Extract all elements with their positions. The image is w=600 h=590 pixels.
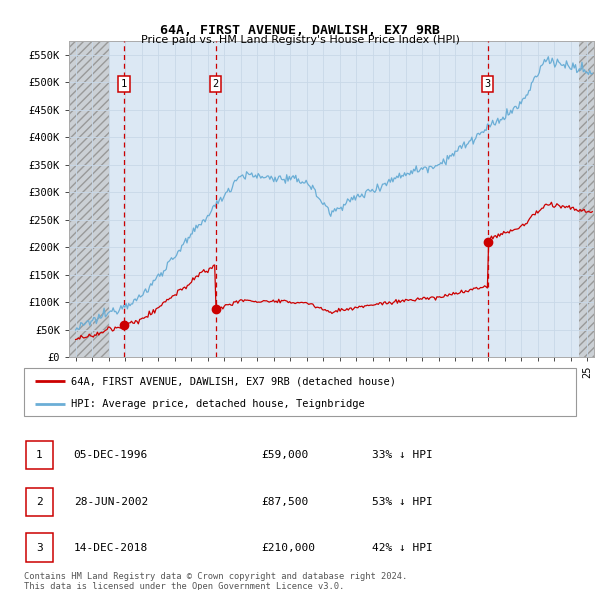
Text: Contains HM Land Registry data © Crown copyright and database right 2024.: Contains HM Land Registry data © Crown c…	[24, 572, 407, 581]
Text: 53% ↓ HPI: 53% ↓ HPI	[372, 497, 433, 507]
Text: 2: 2	[212, 79, 219, 89]
Bar	[579, 41, 594, 357]
Text: 2: 2	[36, 497, 43, 507]
Text: This data is licensed under the Open Government Licence v3.0.: This data is licensed under the Open Gov…	[24, 582, 344, 590]
Text: £87,500: £87,500	[262, 497, 308, 507]
Text: £210,000: £210,000	[262, 543, 316, 552]
Text: 64A, FIRST AVENUE, DAWLISH, EX7 9RB (detached house): 64A, FIRST AVENUE, DAWLISH, EX7 9RB (det…	[71, 376, 396, 386]
Bar	[69, 41, 109, 357]
Text: 3: 3	[484, 79, 491, 89]
Text: 28-JUN-2002: 28-JUN-2002	[74, 497, 148, 507]
Text: 42% ↓ HPI: 42% ↓ HPI	[372, 543, 433, 552]
Text: 14-DEC-2018: 14-DEC-2018	[74, 543, 148, 552]
Text: £59,000: £59,000	[262, 450, 308, 460]
Bar	[579, 41, 594, 357]
Text: 64A, FIRST AVENUE, DAWLISH, EX7 9RB: 64A, FIRST AVENUE, DAWLISH, EX7 9RB	[160, 24, 440, 37]
Text: 33% ↓ HPI: 33% ↓ HPI	[372, 450, 433, 460]
Bar	[26, 533, 53, 562]
Bar	[69, 41, 109, 357]
Text: Price paid vs. HM Land Registry's House Price Index (HPI): Price paid vs. HM Land Registry's House …	[140, 35, 460, 45]
Text: 1: 1	[121, 79, 127, 89]
Bar	[26, 488, 53, 516]
Text: 1: 1	[36, 450, 43, 460]
Text: HPI: Average price, detached house, Teignbridge: HPI: Average price, detached house, Teig…	[71, 399, 365, 409]
Bar	[26, 441, 53, 469]
Text: 05-DEC-1996: 05-DEC-1996	[74, 450, 148, 460]
Text: 3: 3	[36, 543, 43, 552]
